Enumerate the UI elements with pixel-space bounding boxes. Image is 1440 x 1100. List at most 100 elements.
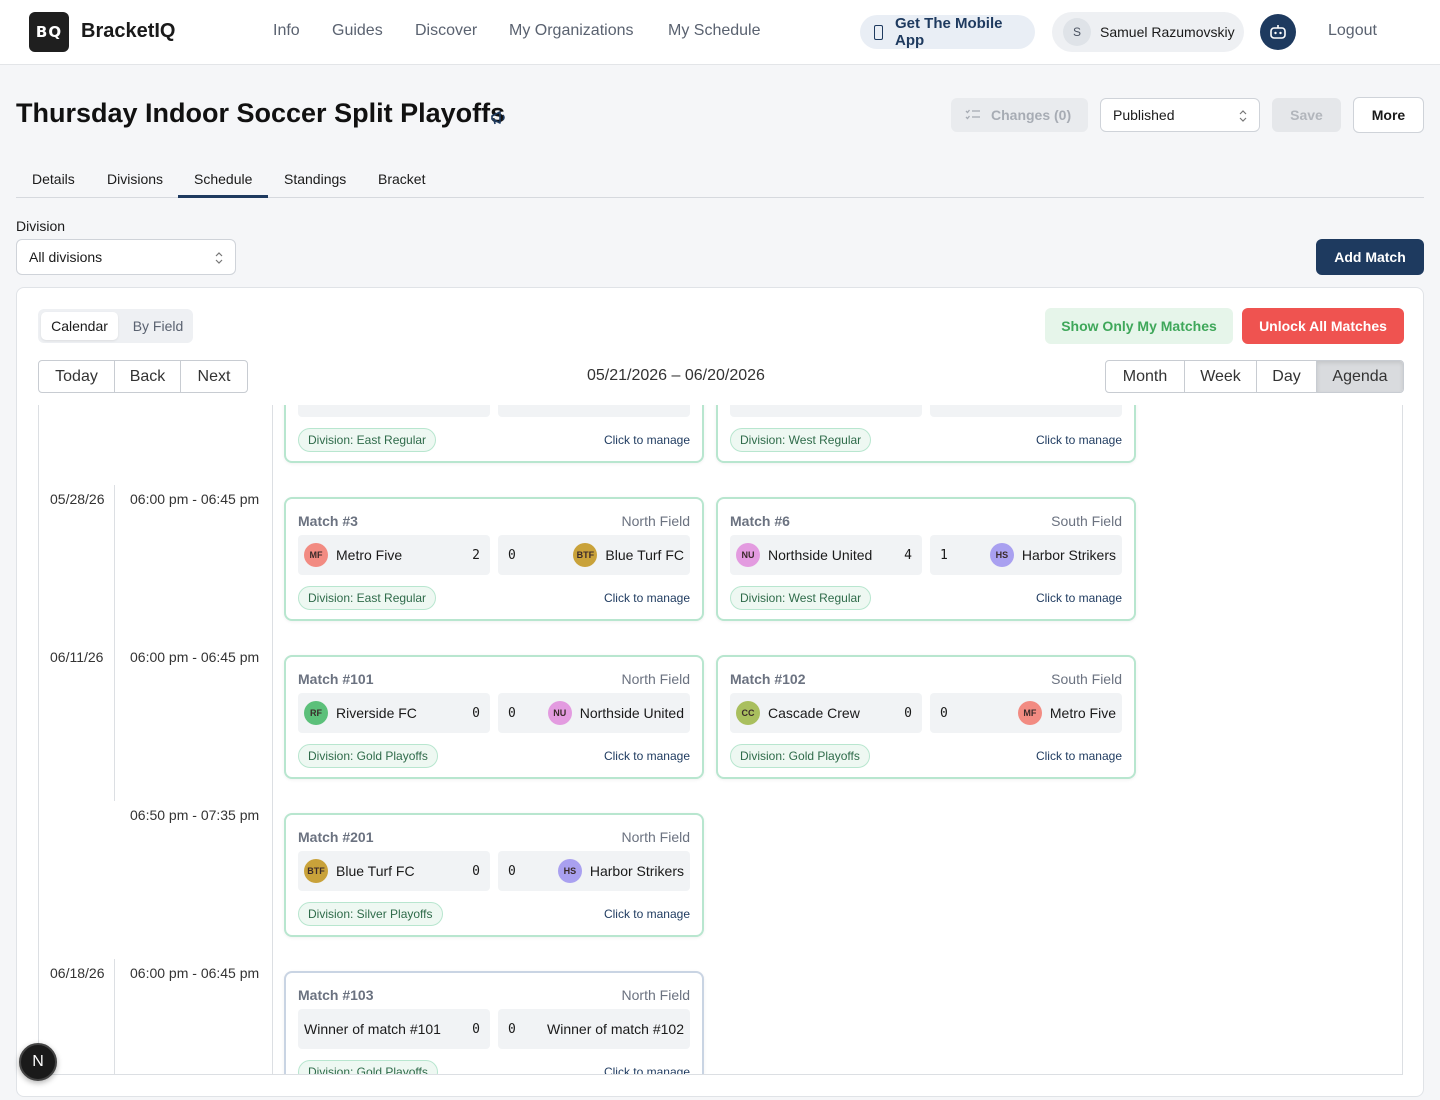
phone-icon (874, 24, 883, 40)
home-team: RF Riverside FC 0 (298, 693, 490, 733)
calendar-panel: Calendar By Field Show Only My Matches U… (16, 287, 1424, 1097)
publish-status-select[interactable]: Published (1100, 98, 1260, 132)
click-to-manage-link[interactable]: Click to manage (603, 749, 690, 763)
click-to-manage-link[interactable]: Click to manage (1035, 749, 1122, 763)
team-name: Cascade Crew (768, 705, 860, 721)
nav-link-discover[interactable]: Discover (415, 22, 478, 39)
week-view-button[interactable]: Week (1185, 361, 1257, 392)
match-card[interactable]: Match #3 North Field MF Metro Five 2 0 B… (284, 497, 704, 621)
match-card[interactable]: Match #101 North Field RF Riverside FC 0… (284, 655, 704, 779)
home-team (298, 405, 490, 417)
match-card[interactable]: Match #102 South Field CC Cascade Crew 0… (716, 655, 1136, 779)
away-team: 0 BTF Blue Turf FC (498, 535, 690, 575)
match-number: Match #6 (730, 513, 790, 529)
click-to-manage-link[interactable]: Click to manage (603, 433, 690, 447)
division-badge: Division: West Regular (730, 586, 872, 610)
month-view-button[interactable]: Month (1106, 361, 1185, 392)
division-select[interactable]: All divisions (16, 239, 236, 275)
click-to-manage-link[interactable]: Click to manage (603, 1065, 690, 1075)
agenda-date: 06/18/26 (50, 965, 105, 981)
match-field: North Field (621, 987, 690, 1003)
team-score: 1 (940, 547, 948, 563)
date-range-label: 05/21/2026 – 06/20/2026 (587, 367, 765, 384)
match-field: North Field (621, 671, 690, 687)
team-badge: BTF (304, 859, 328, 883)
agenda-view-button[interactable]: Agenda (1317, 361, 1403, 392)
team-score: 0 (940, 705, 948, 721)
click-to-manage-link[interactable]: Click to manage (603, 591, 690, 605)
team-badge: HS (989, 543, 1014, 567)
calendar-view-group: Month Week Day Agenda (1105, 360, 1404, 393)
assistant-bot-button[interactable] (1260, 14, 1296, 50)
back-button[interactable]: Back (115, 361, 181, 392)
division-filter-label: Division (16, 218, 66, 234)
agenda-date-divider (114, 485, 115, 801)
match-number: Match #101 (298, 671, 374, 687)
calendar-view-button[interactable]: Calendar (41, 312, 118, 340)
nav-link-guides[interactable]: Guides (332, 22, 383, 39)
logout-link[interactable]: Logout (1328, 22, 1377, 39)
team-name: Blue Turf FC (605, 547, 684, 563)
user-menu[interactable]: S Samuel Razumovskiy (1052, 12, 1244, 52)
tab-divisions[interactable]: Divisions (107, 171, 164, 187)
agenda-date: 05/28/26 (50, 491, 105, 507)
team-badge: CC (736, 701, 760, 725)
unlock-all-matches-button[interactable]: Unlock All Matches (1242, 308, 1404, 344)
avatar: S (1063, 18, 1091, 46)
megaphone-icon[interactable] (490, 110, 508, 126)
next-button[interactable]: Next (197, 367, 231, 385)
home-team: CC Cascade Crew 0 (730, 693, 922, 733)
get-mobile-app-button[interactable]: Get The Mobile App (860, 15, 1035, 49)
match-card[interactable]: Division: East Regular Click to manage (284, 405, 704, 463)
brand-name[interactable]: BracketIQ (81, 20, 176, 42)
match-card[interactable]: Match #201 North Field BTF Blue Turf FC … (284, 813, 704, 937)
team-badge: NU (547, 701, 572, 725)
team-name: Winner of match #101 (304, 1021, 441, 1037)
away-team: 0 Winner of match #102 (498, 1009, 690, 1049)
add-match-button[interactable]: Add Match (1316, 239, 1424, 275)
click-to-manage-link[interactable]: Click to manage (603, 907, 690, 921)
day-view-button[interactable]: Day (1257, 361, 1317, 392)
match-card[interactable]: Match #6 South Field NU Northside United… (716, 497, 1136, 621)
tab-standings[interactable]: Standings (284, 171, 347, 187)
team-name: Harbor Strikers (589, 863, 684, 879)
agenda-list: 05/28/26 06:00 pm - 06:45 pm 06/11/26 06… (38, 405, 1403, 1075)
away-team: 0 HS Harbor Strikers (498, 851, 690, 891)
home-team: MF Metro Five 2 (298, 535, 490, 575)
away-team: 0 NU Northside United (498, 693, 690, 733)
more-button[interactable]: More (1353, 97, 1424, 133)
today-button[interactable]: Today (39, 361, 115, 392)
click-to-manage-link[interactable]: Click to manage (1035, 591, 1122, 605)
team-score: 2 (472, 547, 480, 563)
match-field: South Field (1051, 513, 1122, 529)
division-badge: Division: Gold Playoffs (730, 744, 870, 768)
match-number: Match #3 (298, 513, 358, 529)
team-name: Riverside FC (336, 705, 417, 721)
tab-details[interactable]: Details (32, 171, 75, 187)
calendar-nav-group: Today Back Next (38, 360, 248, 393)
tab-schedule[interactable]: Schedule (194, 171, 253, 187)
dev-tools-button[interactable]: N (19, 1043, 57, 1081)
agenda-time: 06:50 pm - 07:35 pm (130, 807, 260, 823)
match-card[interactable]: Division: West Regular Click to manage (716, 405, 1136, 463)
logo[interactable]: BQ (29, 12, 69, 52)
match-number: Match #103 (298, 987, 374, 1003)
away-team: 0 MF Metro Five (930, 693, 1122, 733)
changes-label: Changes (0) (991, 107, 1072, 123)
save-button[interactable]: Save (1272, 98, 1341, 132)
match-card[interactable]: Match #103 North Field Winner of match #… (284, 971, 704, 1075)
by-field-view-button[interactable]: By Field (132, 318, 184, 334)
changes-button[interactable]: Changes (0) (951, 98, 1088, 132)
robot-icon (1270, 25, 1286, 39)
team-badge: MF (304, 543, 328, 567)
nav-link-info[interactable]: Info (273, 22, 300, 39)
nav-link-my-schedule[interactable]: My Schedule (668, 22, 761, 39)
tab-bracket[interactable]: Bracket (378, 171, 426, 187)
team-score: 0 (508, 863, 516, 879)
team-score: 0 (508, 547, 516, 563)
click-to-manage-link[interactable]: Click to manage (1035, 433, 1122, 447)
team-badge: NU (736, 543, 760, 567)
show-only-my-matches-button[interactable]: Show Only My Matches (1045, 308, 1233, 344)
team-badge: HS (557, 859, 582, 883)
nav-link-my-organizations[interactable]: My Organizations (509, 22, 634, 39)
